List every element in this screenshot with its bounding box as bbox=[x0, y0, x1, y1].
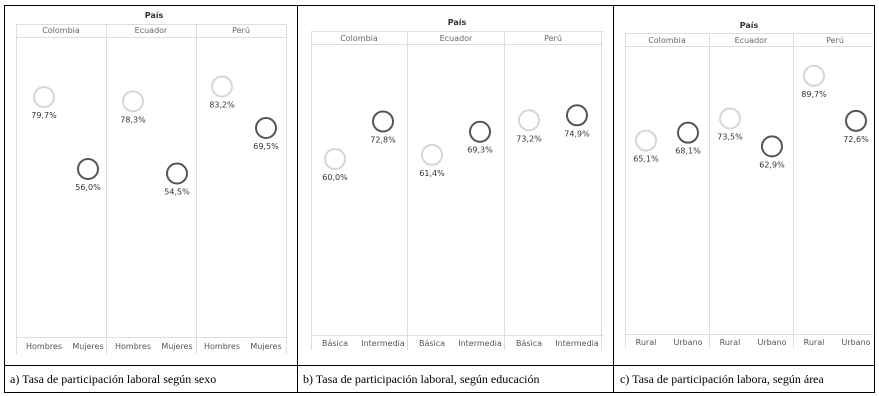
data-label-ecuador-hombres: 78,3% bbox=[120, 115, 146, 124]
data-label-colombia-intermedia: 72,8% bbox=[370, 135, 396, 144]
facet-label-colombia: Colombia bbox=[648, 36, 686, 45]
category-label-ecuador-mujeres: Mujeres bbox=[161, 342, 192, 351]
data-label-colombia-hombres: 79,7% bbox=[31, 111, 57, 120]
facet-label-colombia: Colombia bbox=[340, 34, 378, 43]
data-label-colombia-mujeres: 56,0% bbox=[75, 183, 101, 192]
point-ecuador-rural bbox=[719, 107, 741, 130]
category-label-ecuador-basica: Básica bbox=[419, 339, 445, 348]
data-label-ecuador-basica: 61,4% bbox=[419, 169, 445, 178]
caption-sexo: a) Tasa de participación laboral según s… bbox=[10, 372, 217, 386]
category-label-colombia-basica: Básica bbox=[322, 339, 348, 348]
facet-label-ecuador: Ecuador bbox=[735, 36, 768, 45]
point-colombia-basica bbox=[324, 148, 346, 170]
facet-label-ecuador: Ecuador bbox=[440, 34, 473, 43]
data-label-peru-mujeres: 69,5% bbox=[253, 142, 279, 151]
point-peru-urbano bbox=[845, 109, 867, 132]
point-peru-rural bbox=[803, 64, 825, 87]
point-ecuador-basica bbox=[421, 143, 443, 166]
caption-area: c) Tasa de participación labora, según á… bbox=[620, 372, 824, 386]
category-label-colombia-urbano: Urbano bbox=[673, 338, 702, 347]
category-label-peru-intermedia: Intermedia bbox=[555, 339, 599, 348]
facet-title: País bbox=[448, 18, 467, 27]
point-colombia-intermedia bbox=[372, 110, 394, 133]
point-colombia-hombres bbox=[33, 86, 55, 109]
data-label-peru-hombres: 83,2% bbox=[209, 100, 235, 109]
category-label-ecuador-hombres: Hombres bbox=[115, 342, 151, 351]
caption-educacion: b) Tasa de participación laboral, según … bbox=[303, 372, 540, 386]
panel-educacion: País Colombia Ecuador Perú Básica Interm… bbox=[311, 18, 603, 350]
category-label-ecuador-intermedia: Intermedia bbox=[458, 339, 502, 348]
data-label-colombia-rural: 65,1% bbox=[633, 155, 659, 164]
point-colombia-urbano bbox=[677, 121, 699, 144]
facet-label-colombia: Colombia bbox=[42, 26, 80, 35]
point-ecuador-intermedia bbox=[469, 120, 491, 143]
panel-area: País Colombia Ecuador Perú Rural Urbano … bbox=[625, 21, 873, 348]
data-label-peru-urbano: 72,6% bbox=[843, 135, 869, 144]
facet-label-peru: Perú bbox=[826, 36, 844, 45]
data-label-ecuador-urbano: 62,9% bbox=[759, 160, 785, 169]
category-label-ecuador-urbano: Urbano bbox=[757, 338, 786, 347]
data-label-peru-basica: 73,2% bbox=[516, 134, 542, 143]
category-label-colombia-intermedia: Intermedia bbox=[361, 339, 405, 348]
category-label-ecuador-rural: Rural bbox=[720, 338, 741, 347]
data-label-peru-rural: 89,7% bbox=[801, 90, 827, 99]
panel-sexo: País Colombia Ecuador Perú Hombres Mujer… bbox=[16, 11, 287, 354]
point-ecuador-mujeres bbox=[166, 162, 188, 185]
data-label-ecuador-mujeres: 54,5% bbox=[164, 188, 190, 197]
data-label-colombia-basica: 60,0% bbox=[322, 173, 348, 182]
point-peru-hombres bbox=[211, 75, 233, 98]
category-label-peru-urbano: Urbano bbox=[841, 338, 870, 347]
category-label-peru-basica: Básica bbox=[516, 339, 542, 348]
point-ecuador-hombres bbox=[122, 90, 144, 113]
category-label-peru-hombres: Hombres bbox=[204, 342, 240, 351]
category-label-peru-rural: Rural bbox=[804, 338, 825, 347]
facet-title: País bbox=[145, 11, 164, 20]
data-label-ecuador-rural: 73,5% bbox=[717, 132, 743, 141]
point-peru-mujeres bbox=[255, 117, 277, 140]
category-label-peru-mujeres: Mujeres bbox=[250, 342, 281, 351]
data-label-ecuador-intermedia: 69,3% bbox=[467, 146, 493, 155]
facet-label-ecuador: Ecuador bbox=[135, 26, 168, 35]
category-label-colombia-mujeres: Mujeres bbox=[72, 342, 103, 351]
point-ecuador-urbano bbox=[761, 135, 783, 158]
facet-title: País bbox=[740, 21, 759, 30]
point-colombia-rural bbox=[635, 129, 657, 152]
point-peru-basica bbox=[518, 109, 540, 132]
facet-label-peru: Perú bbox=[544, 34, 562, 43]
point-peru-intermedia bbox=[566, 104, 588, 127]
facet-label-peru: Perú bbox=[232, 26, 250, 35]
point-colombia-mujeres bbox=[77, 157, 99, 180]
data-label-colombia-urbano: 68,1% bbox=[675, 147, 701, 156]
category-label-colombia-rural: Rural bbox=[636, 338, 657, 347]
category-label-colombia-hombres: Hombres bbox=[26, 342, 62, 351]
data-label-peru-intermedia: 74,9% bbox=[564, 129, 590, 138]
